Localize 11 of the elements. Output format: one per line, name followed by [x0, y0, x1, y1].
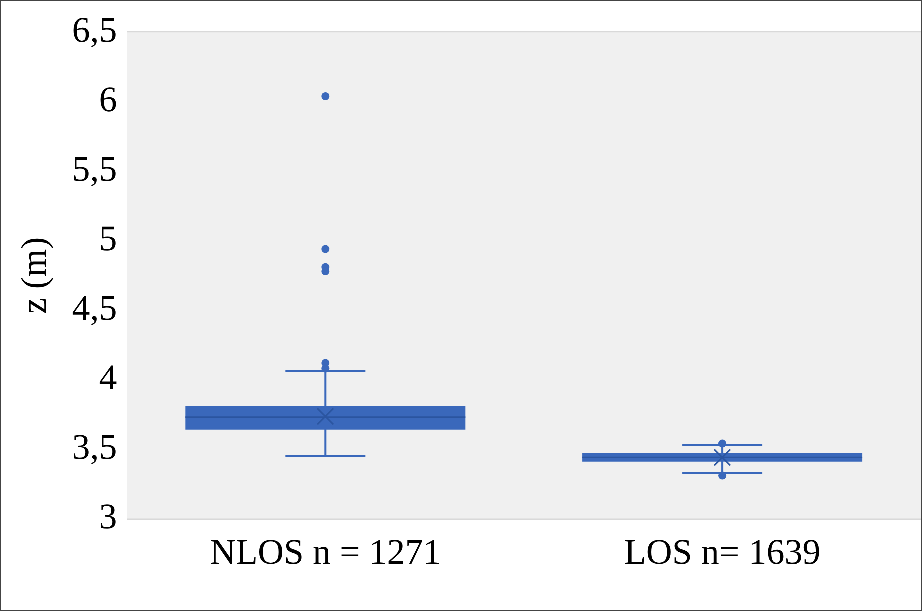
y-tick-label: 4 [99, 357, 118, 398]
y-tick-label: 3 [99, 496, 118, 536]
y-tick-label: 3,5 [72, 426, 118, 467]
y-tick-label: 5 [99, 218, 118, 258]
y-tick-label: 4,5 [72, 288, 118, 328]
y-tick-label: 5,5 [72, 148, 118, 189]
x-tick-label: NLOS n = 1271 [210, 532, 442, 572]
y-axis-title: z (m) [14, 237, 54, 314]
y-tick-label: 6,5 [72, 10, 118, 50]
x-tick-label: LOS n= 1639 [624, 532, 821, 572]
y-tick-label: 6 [99, 80, 118, 120]
